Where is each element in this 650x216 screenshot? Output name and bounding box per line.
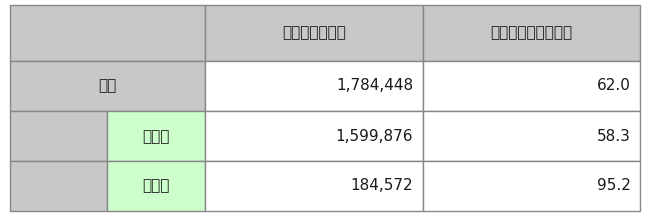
Bar: [205, 161, 422, 211]
Text: 95.2: 95.2: [597, 178, 630, 194]
Text: 58.3: 58.3: [597, 129, 630, 144]
Bar: [205, 111, 422, 161]
Text: 1,784,448: 1,784,448: [336, 78, 413, 94]
Bar: [10, 61, 205, 111]
Text: 平均年金額（万円）: 平均年金額（万円）: [491, 26, 573, 41]
Text: 合計: 合計: [98, 78, 116, 94]
Text: 受給者数（人）: 受給者数（人）: [282, 26, 346, 41]
Bar: [107, 161, 205, 211]
Bar: [422, 111, 640, 161]
Bar: [422, 161, 640, 211]
Text: 基金型: 基金型: [142, 129, 170, 144]
Bar: [422, 61, 640, 111]
Bar: [422, 5, 640, 61]
Bar: [10, 111, 107, 161]
Text: 62.0: 62.0: [597, 78, 630, 94]
Bar: [10, 5, 205, 61]
Bar: [10, 161, 107, 211]
Text: 184,572: 184,572: [350, 178, 413, 194]
Bar: [107, 111, 205, 161]
Bar: [205, 61, 422, 111]
Bar: [205, 5, 422, 61]
Text: 1,599,876: 1,599,876: [335, 129, 413, 144]
Text: 規約型: 規約型: [142, 178, 170, 194]
